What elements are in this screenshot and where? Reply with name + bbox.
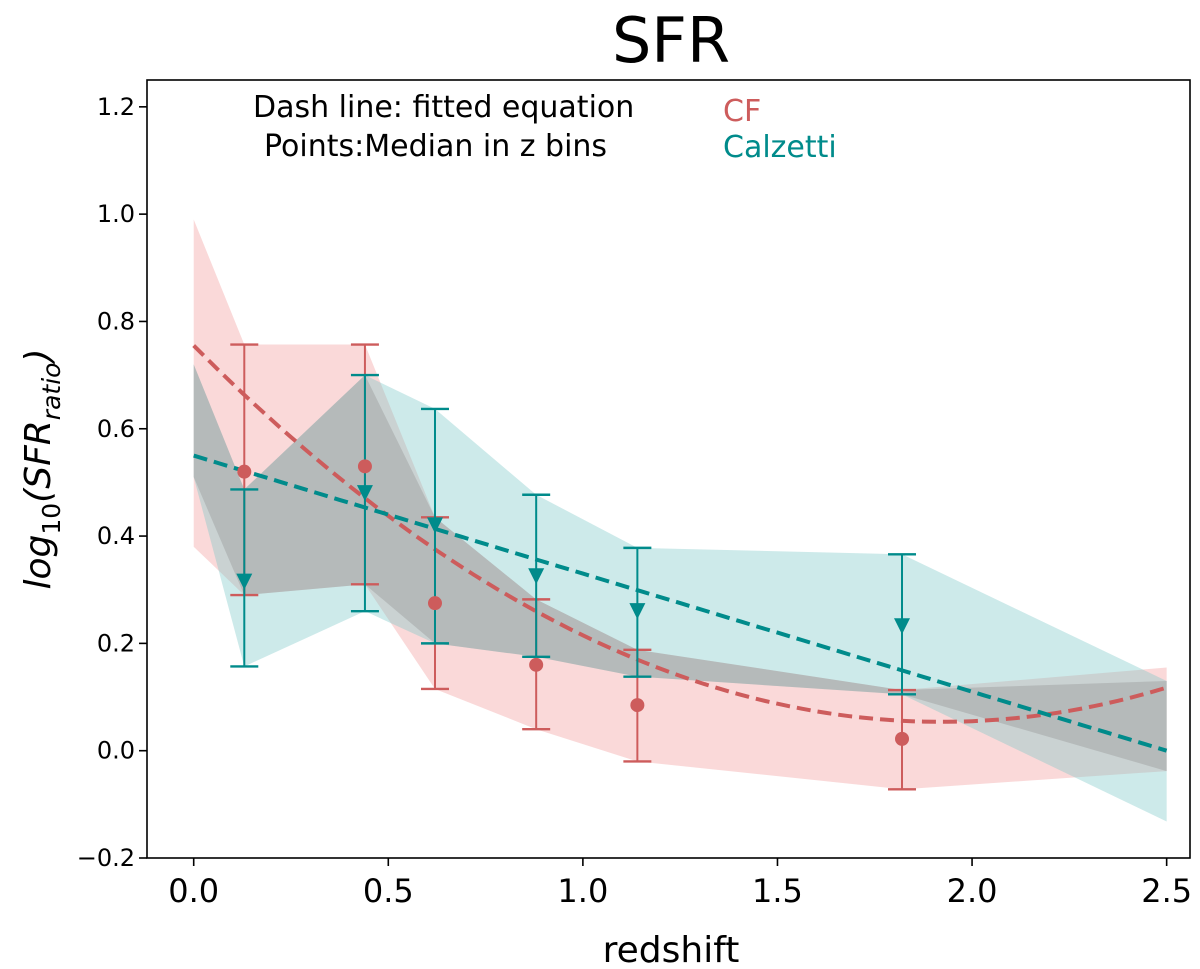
calzetti-data-point [629,603,646,620]
x-tick-label: 0.0 [168,872,219,910]
x-axis-ticks: 0.0 0.5 1.0 1.5 2.0 2.5 [168,858,1192,910]
band-overlap [193,364,1167,772]
y-tick-label: 0.8 [97,307,135,335]
plot-frame [146,79,1191,859]
cf-fit-line [192,344,1168,724]
calzetti-data-point [528,568,545,585]
legend-cf-label: CF [723,94,761,129]
confidence-bands [193,219,1167,822]
y-tick-label: 0.6 [97,415,135,443]
y-label-subscript: ratio [37,363,66,421]
cf-data-point [529,657,544,672]
calzetti-confidence-band [193,364,1167,822]
calzetti-data-point [426,517,443,534]
y-label-base-subscript: 10 [37,503,66,535]
data-markers [236,459,911,746]
y-tick-label: 0.2 [97,629,135,657]
y-label-close: ) [18,348,59,365]
cf-confidence-band [193,219,1167,790]
cf-data-point [357,459,372,474]
y-axis-ticks: −0.2 0.0 0.2 0.4 0.6 0.8 1.0 1.2 [77,93,147,872]
y-tick-label: 0.0 [97,737,135,765]
x-axis-label: redshift [603,930,740,969]
calzetti-data-point [236,573,253,590]
y-tick-label: 1.2 [97,93,135,121]
chart-title: SFR [612,4,730,77]
y-tick-label: 1.0 [97,200,135,228]
legend-calzetti-label: Calzetti [723,130,837,165]
calzetti-data-point [894,618,911,635]
fit-lines [192,344,1168,753]
cf-data-point [237,464,252,479]
x-tick-label: 2.5 [1141,872,1192,910]
annotation-line-2: Points:Median in z bins [264,129,607,164]
cf-data-point [895,731,910,746]
x-tick-label: 0.5 [363,872,414,910]
y-tick-label: 0.4 [97,522,135,550]
y-label-open: (SFR [18,420,59,503]
cf-data-point [427,596,442,611]
x-tick-label: 1.0 [557,872,608,910]
plot-area [192,219,1168,822]
calzetti-data-point [356,485,373,502]
y-label-base: log [18,535,59,590]
x-tick-label: 1.5 [752,872,803,910]
y-axis-label: log10(SFRratio) [18,348,66,589]
cf-data-point [630,698,645,713]
y-tick-label: −0.2 [77,844,135,872]
x-tick-label: 2.0 [947,872,998,910]
annotation-line-1: Dash line: fitted equation [253,90,634,125]
calzetti-fit-line [193,453,1168,753]
